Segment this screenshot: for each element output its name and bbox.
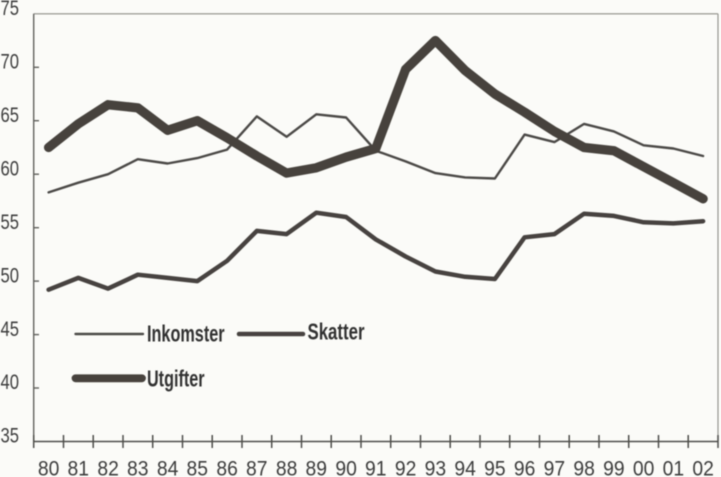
- svg-text:84: 84: [157, 457, 179, 477]
- svg-text:82: 82: [97, 457, 119, 477]
- svg-text:02: 02: [692, 457, 714, 477]
- svg-text:92: 92: [395, 457, 417, 477]
- svg-text:70: 70: [1, 50, 20, 74]
- svg-text:00: 00: [633, 457, 655, 477]
- svg-text:45: 45: [1, 317, 20, 341]
- svg-text:87: 87: [246, 457, 268, 477]
- svg-text:01: 01: [663, 457, 685, 477]
- svg-text:65: 65: [1, 103, 20, 127]
- svg-text:95: 95: [484, 457, 506, 477]
- svg-text:83: 83: [127, 457, 149, 477]
- svg-text:85: 85: [187, 457, 209, 477]
- svg-text:96: 96: [514, 457, 536, 477]
- svg-text:50: 50: [1, 263, 20, 287]
- svg-text:60: 60: [1, 156, 20, 180]
- svg-text:88: 88: [276, 457, 298, 477]
- svg-text:89: 89: [306, 457, 328, 477]
- svg-text:99: 99: [603, 457, 625, 477]
- svg-text:81: 81: [68, 457, 90, 477]
- svg-text:91: 91: [365, 457, 387, 477]
- svg-text:75: 75: [1, 0, 20, 20]
- svg-text:35: 35: [1, 424, 20, 448]
- svg-text:55: 55: [1, 210, 20, 234]
- svg-text:Inkomster: Inkomster: [147, 320, 225, 346]
- svg-text:Skatter: Skatter: [308, 319, 365, 345]
- svg-text:98: 98: [573, 457, 595, 477]
- svg-text:94: 94: [454, 457, 476, 477]
- svg-text:80: 80: [38, 457, 60, 477]
- svg-text:97: 97: [544, 457, 566, 477]
- svg-text:93: 93: [425, 457, 447, 477]
- svg-text:86: 86: [216, 457, 238, 477]
- svg-text:90: 90: [335, 457, 357, 477]
- svg-text:Utgifter: Utgifter: [147, 366, 205, 392]
- svg-text:40: 40: [1, 370, 20, 394]
